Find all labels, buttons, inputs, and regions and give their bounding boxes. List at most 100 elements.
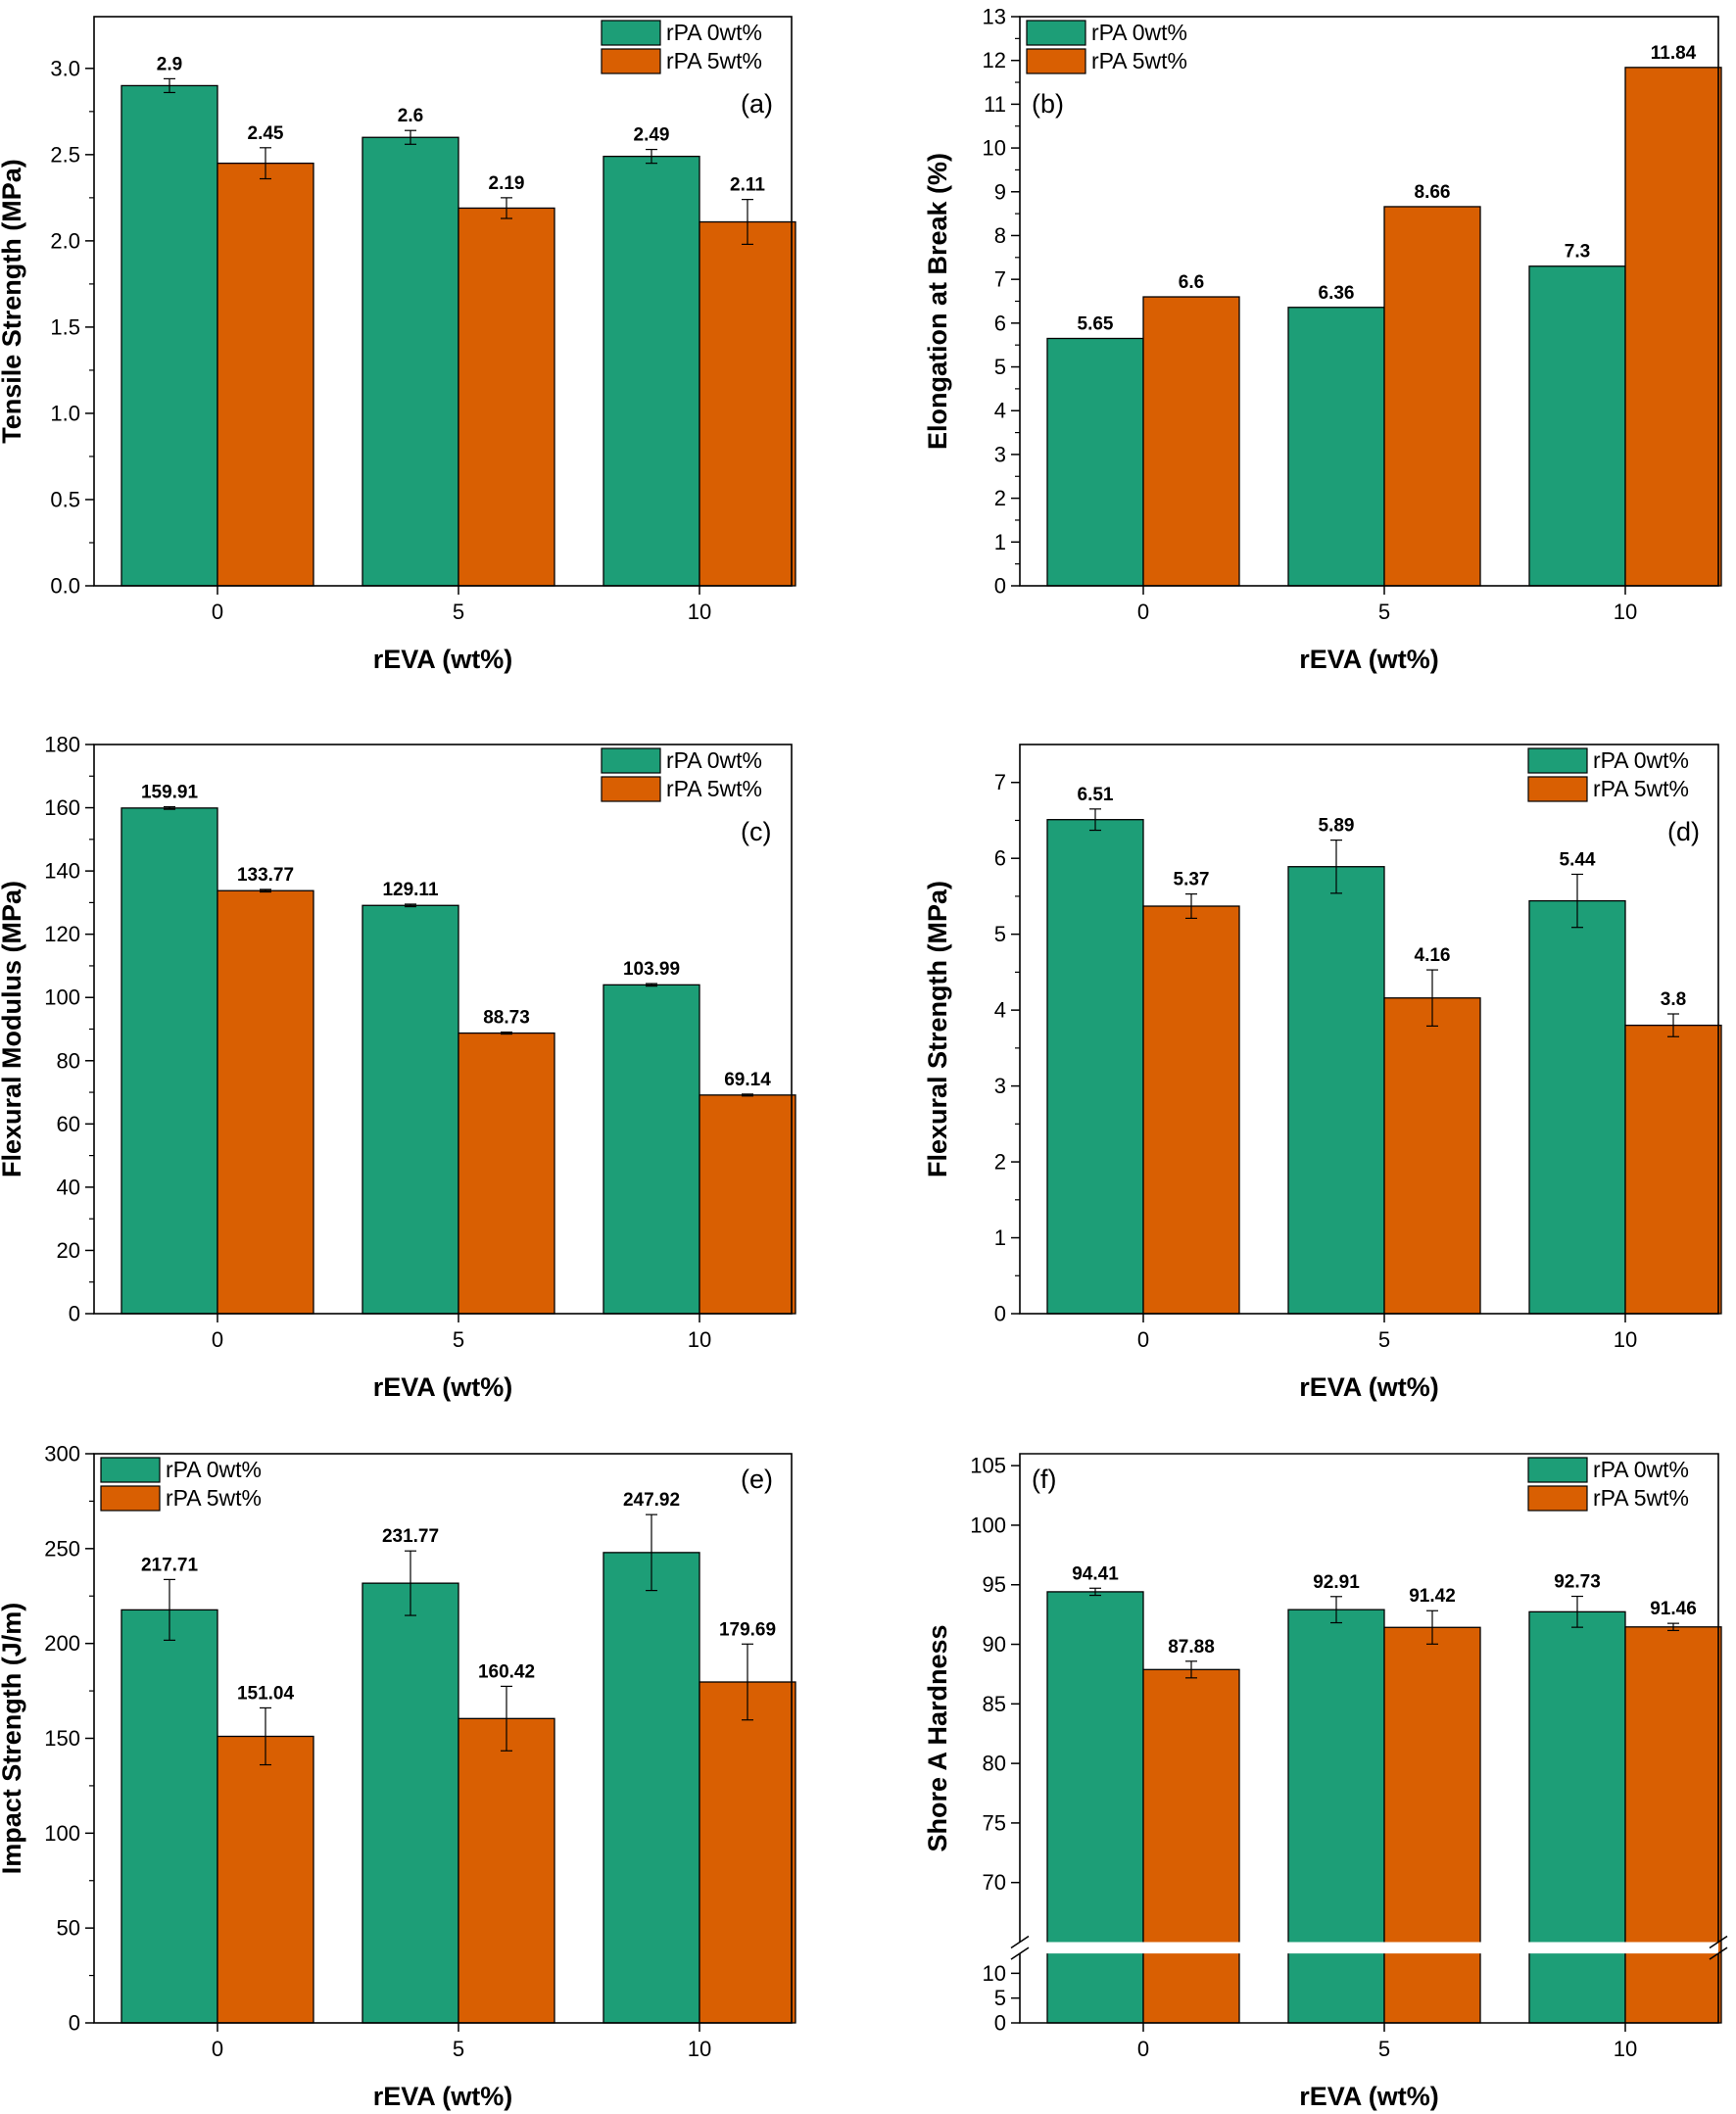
- y-tick-label: 70: [983, 1870, 1006, 1895]
- error-bar: [501, 1032, 512, 1035]
- y-tick-label: 40: [57, 1175, 80, 1199]
- bar-rpa-5wt-5: [458, 1032, 555, 1315]
- y-tick-label: 6: [994, 846, 1006, 871]
- legend-label: rPA 0wt%: [1593, 1457, 1689, 1482]
- data-label: 159.91: [141, 783, 199, 803]
- y-axis-label: Impact Strength (J/m): [0, 1603, 26, 1875]
- y-axis-label: Elongation at Break (%): [923, 153, 952, 450]
- bar-rpa-5wt-0: [217, 163, 314, 587]
- x-tick-label: 5: [1378, 1327, 1390, 1352]
- y-tick-label: 2: [994, 486, 1006, 510]
- error-bar: [1571, 873, 1583, 929]
- y-tick-label: 85: [983, 1692, 1006, 1716]
- bar-rpa-0wt-5: [362, 1582, 459, 2024]
- y-axis-label: Shore A Hardness: [923, 1624, 952, 1851]
- data-label: 91.46: [1650, 1599, 1697, 1619]
- y-tick-label: 0: [994, 2011, 1006, 2036]
- legend: rPA 0wt% rPA 5wt%: [1527, 1457, 1689, 1512]
- x-axis-label: rEVA (wt%): [373, 645, 513, 674]
- axis-frame: [1019, 1453, 1719, 2024]
- y-tick-label: 300: [44, 1442, 80, 1466]
- y-tick-label: 3: [994, 442, 1006, 466]
- legend: rPA 0wt% rPA 5wt%: [601, 20, 762, 74]
- y-tick-label: 5: [994, 922, 1006, 946]
- bar-rpa-0wt-5: [1287, 1609, 1385, 2024]
- y-tick-label: 2.5: [50, 142, 80, 167]
- y-axis-label: Flexural Modulus (MPa): [0, 881, 26, 1177]
- error-bar: [1426, 969, 1438, 1028]
- error-bar: [1426, 1610, 1438, 1645]
- chart-panel-b: 5.656.367.36.68.6611.8401234567891011121…: [923, 5, 1722, 674]
- data-label: 92.91: [1313, 1572, 1360, 1593]
- y-tick-label: 4: [994, 399, 1006, 423]
- y-tick-label: 0.0: [50, 574, 80, 599]
- y-tick-label: 160: [44, 795, 80, 820]
- bar-rpa-0wt-10: [603, 155, 700, 587]
- legend-swatch: [100, 1485, 161, 1512]
- y-tick-label: 150: [44, 1726, 80, 1751]
- data-label: 8.66: [1415, 182, 1451, 203]
- x-tick-label: 5: [453, 2037, 464, 2061]
- bar-rpa-0wt-5: [1287, 307, 1385, 587]
- error-bar: [742, 1643, 753, 1721]
- y-tick-label: 200: [44, 1631, 80, 1656]
- bar-rpa-5wt-10: [1624, 67, 1722, 587]
- y-tick-label: 10: [983, 1961, 1006, 1986]
- data-label: 6.51: [1078, 785, 1114, 805]
- x-tick-label: 10: [1614, 1327, 1637, 1352]
- bar-rpa-5wt-10: [1624, 1626, 1722, 2024]
- error-bar: [1330, 840, 1342, 894]
- error-bar: [1667, 1013, 1679, 1037]
- y-tick-label: 8: [994, 223, 1006, 248]
- legend-label: rPA 0wt%: [1593, 747, 1689, 773]
- data-label: 151.04: [237, 1683, 295, 1704]
- error-bar: [742, 199, 753, 245]
- panel-label: (d): [1667, 817, 1700, 846]
- legend-swatch: [601, 48, 661, 74]
- legend-swatch: [1026, 20, 1086, 46]
- data-label: 91.42: [1409, 1586, 1456, 1607]
- legend-label: rPA 0wt%: [666, 20, 762, 45]
- y-tick-label: 100: [970, 1513, 1006, 1537]
- bar-rpa-0wt-0: [1046, 1591, 1144, 2024]
- legend-swatch: [1527, 1457, 1588, 1483]
- legend: rPA 0wt% rPA 5wt%: [1026, 20, 1187, 74]
- legend: rPA 0wt% rPA 5wt%: [100, 1457, 262, 1512]
- data-label: 2.11: [730, 175, 765, 196]
- y-tick-label: 20: [57, 1238, 80, 1263]
- error-bar: [742, 1093, 753, 1097]
- bar-rpa-5wt-5: [1383, 997, 1481, 1315]
- x-axis-label: rEVA (wt%): [1299, 2082, 1439, 2111]
- y-tick-label: 1: [994, 530, 1006, 554]
- error-bar: [164, 805, 175, 810]
- legend-label: rPA 5wt%: [1593, 776, 1689, 801]
- error-bar: [260, 889, 271, 893]
- y-tick-label: 180: [44, 733, 80, 757]
- y-tick-label: 75: [983, 1810, 1006, 1835]
- error-bar: [1571, 1595, 1583, 1628]
- y-tick-label: 3.0: [50, 56, 80, 80]
- data-label: 160.42: [478, 1661, 535, 1682]
- bar-rpa-0wt-0: [1046, 337, 1144, 587]
- data-label: 92.73: [1554, 1572, 1601, 1593]
- data-label: 2.9: [157, 54, 182, 74]
- y-axis-label: Flexural Strength (MPa): [923, 881, 952, 1177]
- data-label: 5.44: [1560, 849, 1596, 870]
- bar-rpa-5wt-5: [458, 1717, 555, 2024]
- x-tick-label: 5: [453, 600, 464, 624]
- legend-label: rPA 5wt%: [666, 48, 762, 73]
- y-tick-label: 100: [44, 1821, 80, 1846]
- y-tick-label: 6: [994, 311, 1006, 335]
- legend-swatch: [601, 747, 661, 774]
- data-label: 247.92: [623, 1490, 680, 1511]
- bar-rpa-5wt-10: [699, 220, 796, 587]
- legend: rPA 0wt% rPA 5wt%: [601, 747, 762, 802]
- error-bar: [405, 903, 416, 908]
- legend-swatch: [1527, 747, 1588, 774]
- bar-rpa-0wt-10: [603, 1552, 700, 2024]
- error-bar: [164, 1578, 175, 1641]
- x-tick-label: 0: [212, 1327, 223, 1352]
- error-bar: [1089, 1587, 1101, 1597]
- data-label: 2.49: [634, 125, 670, 146]
- y-tick-label: 90: [983, 1632, 1006, 1657]
